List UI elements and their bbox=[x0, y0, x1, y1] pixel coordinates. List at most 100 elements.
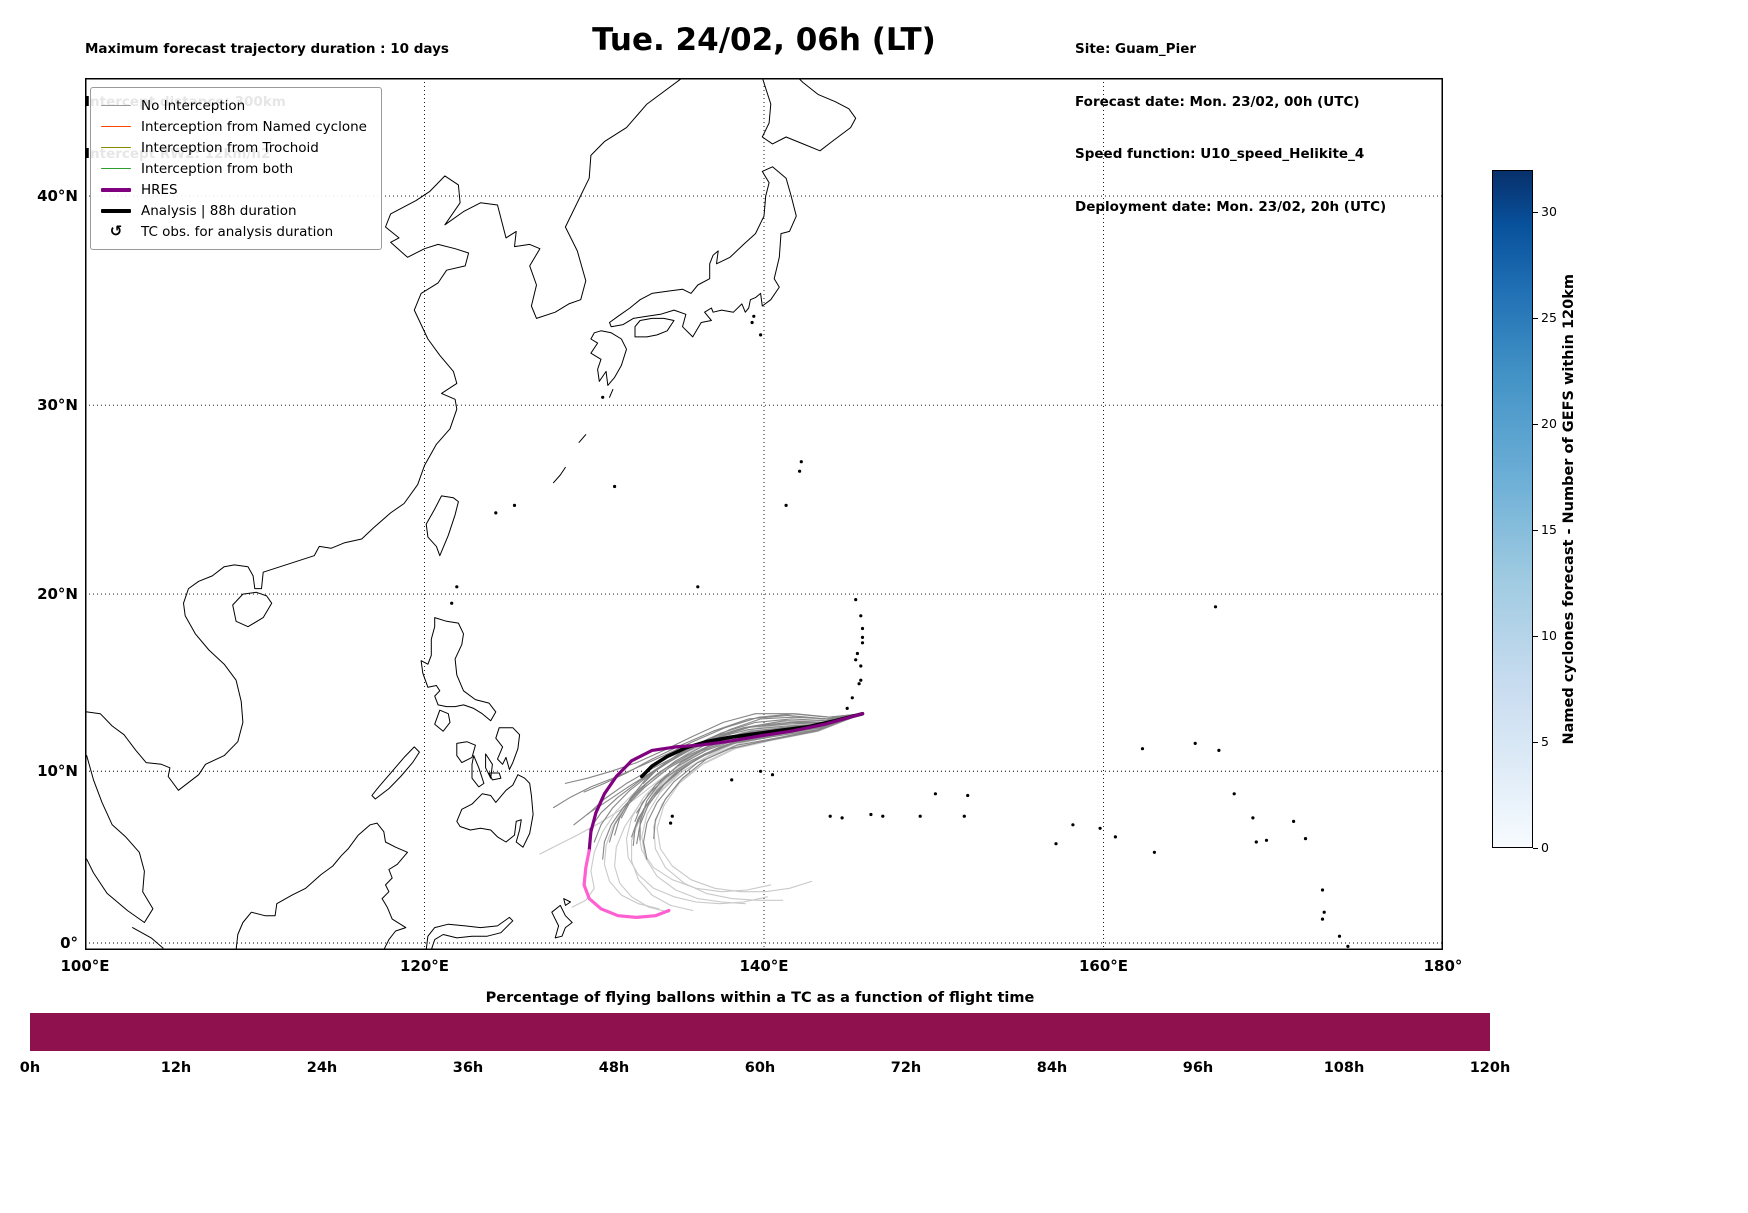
island-dot bbox=[859, 614, 863, 618]
legend-item: ↺ TC obs. for analysis duration bbox=[101, 221, 367, 242]
trajectory-map bbox=[85, 78, 1443, 950]
trajectory-no-interception bbox=[573, 713, 864, 826]
island-dot bbox=[918, 814, 922, 818]
colorbar-label: Named cyclones forecast - Number of GEFS… bbox=[1561, 273, 1577, 745]
legend-line-sample-icon bbox=[101, 167, 131, 170]
colorbar-tick-label: 20 bbox=[1541, 416, 1557, 431]
island-dot bbox=[613, 484, 617, 489]
colorbar-tick-label: 15 bbox=[1541, 522, 1557, 537]
trajectory-no-interception bbox=[653, 713, 864, 840]
island-dot bbox=[750, 320, 754, 325]
legend-item: Interception from Trochoid bbox=[101, 137, 367, 158]
coastline-tanegashima bbox=[609, 388, 614, 398]
island-dot bbox=[859, 678, 863, 682]
time-tick-label: 84h bbox=[1036, 1060, 1068, 1076]
colorbar-tick-label: 5 bbox=[1541, 734, 1549, 749]
coastline-taiwan bbox=[425, 495, 459, 557]
coastline-shikoku bbox=[634, 317, 675, 338]
island-dot bbox=[512, 503, 517, 507]
legend-item-label: Analysis | 88h duration bbox=[141, 202, 297, 219]
legend-item: HRES bbox=[101, 179, 367, 200]
coastline-halmahera bbox=[551, 904, 573, 939]
island-dot bbox=[854, 598, 858, 602]
colorbar-tick-label: 0 bbox=[1541, 840, 1549, 855]
map-plot: No Interception Interception from Named c… bbox=[85, 78, 1443, 950]
legend-item-label: Interception from both bbox=[141, 160, 294, 177]
time-tick-label: 120h bbox=[1469, 1060, 1511, 1076]
island-dot bbox=[696, 585, 700, 589]
tc-percentage-bar bbox=[30, 1013, 1490, 1051]
time-tick-label: 0h bbox=[19, 1060, 41, 1076]
time-tick-label: 96h bbox=[1182, 1060, 1214, 1076]
island-dot bbox=[799, 460, 803, 464]
legend-item-label: No Interception bbox=[141, 97, 246, 114]
island-dot bbox=[455, 585, 459, 589]
legend-color-line bbox=[101, 146, 131, 149]
island-dot bbox=[759, 769, 763, 773]
island-dot bbox=[1152, 850, 1156, 854]
island-dot bbox=[494, 511, 498, 515]
island-dot bbox=[1213, 605, 1218, 609]
island-dot bbox=[1303, 837, 1308, 841]
legend-color-line bbox=[101, 208, 131, 213]
deployment-date-text: Deployment date: Mon. 23/02, 20h (UTC) bbox=[1075, 198, 1387, 215]
island-dot bbox=[855, 651, 860, 656]
colorbar-tick-mark bbox=[1533, 212, 1538, 213]
island-dot bbox=[854, 658, 858, 662]
island-dot bbox=[828, 814, 832, 818]
lat-tick-label: 30°N bbox=[37, 396, 78, 415]
island-dot bbox=[759, 333, 763, 337]
coastline-negros bbox=[471, 755, 485, 788]
coastline-sulawesi-north bbox=[425, 916, 514, 950]
island-dot bbox=[1264, 838, 1269, 842]
coastline-honshu bbox=[609, 166, 797, 338]
island-dot bbox=[1251, 816, 1255, 820]
rotate-ccw-icon: ↺ bbox=[109, 222, 123, 240]
time-tick-label: 72h bbox=[890, 1060, 922, 1076]
colorbar-gradient bbox=[1493, 171, 1532, 847]
island-dot bbox=[798, 469, 802, 473]
coastline-china-korea-vietnam bbox=[86, 78, 683, 791]
coastline-hokkaido bbox=[761, 78, 857, 152]
colorbar-tick-mark bbox=[1533, 530, 1538, 531]
island-dot bbox=[1217, 748, 1221, 753]
island-dot bbox=[857, 682, 861, 686]
island-dot bbox=[869, 812, 873, 817]
lat-tick-label: 0° bbox=[60, 934, 78, 952]
trajectory-no-interception bbox=[642, 713, 864, 860]
island-dot bbox=[770, 773, 775, 777]
island-dot bbox=[670, 814, 674, 818]
forecast-date-text: Forecast date: Mon. 23/02, 00h (UTC) bbox=[1075, 93, 1360, 110]
island-dot bbox=[752, 314, 756, 318]
coastline-okinawa bbox=[553, 466, 566, 484]
time-tick-label: 36h bbox=[452, 1060, 484, 1076]
legend-line-sample-icon bbox=[101, 187, 131, 192]
island-dot bbox=[860, 626, 865, 631]
island-dot bbox=[1113, 835, 1117, 839]
island-dot bbox=[1254, 840, 1258, 844]
legend-item: Interception from Named cyclone bbox=[101, 116, 367, 137]
bottom-chart-title: Percentage of flying ballons within a TC… bbox=[485, 990, 1035, 1006]
site-text: Site: Guam_Pier bbox=[1075, 41, 1197, 57]
lat-tick-label: 40°N bbox=[37, 187, 78, 206]
tc-obs-icon: ↺ bbox=[101, 224, 131, 239]
colorbar-tick-label: 10 bbox=[1541, 628, 1557, 643]
map-legend: No Interception Interception from Named c… bbox=[90, 87, 382, 250]
colorbar-tick-mark bbox=[1533, 318, 1538, 319]
legend-item: Analysis | 88h duration bbox=[101, 200, 367, 221]
coastline-luzon bbox=[420, 617, 497, 722]
island-dot bbox=[881, 814, 885, 818]
trajectory-no-interception bbox=[593, 713, 864, 843]
lat-tick-label: 10°N bbox=[37, 762, 78, 781]
trajectory-no-interception-faded bbox=[539, 713, 864, 855]
time-tick-label: 48h bbox=[598, 1060, 630, 1076]
island-dot bbox=[1320, 888, 1325, 892]
colorbar bbox=[1492, 170, 1533, 848]
site-info-block: Site: Guam_Pier Forecast date: Mon. 23/0… bbox=[1075, 6, 1386, 251]
time-tick-label: 60h bbox=[744, 1060, 776, 1076]
legend-item: No Interception bbox=[101, 95, 367, 116]
trajectory-hres bbox=[587, 712, 865, 853]
colorbar-tick-mark bbox=[1533, 424, 1538, 425]
trajectory-no-interception-faded bbox=[656, 713, 864, 893]
speed-function-text: Speed function: U10_speed_Helikite_4 bbox=[1075, 146, 1365, 162]
